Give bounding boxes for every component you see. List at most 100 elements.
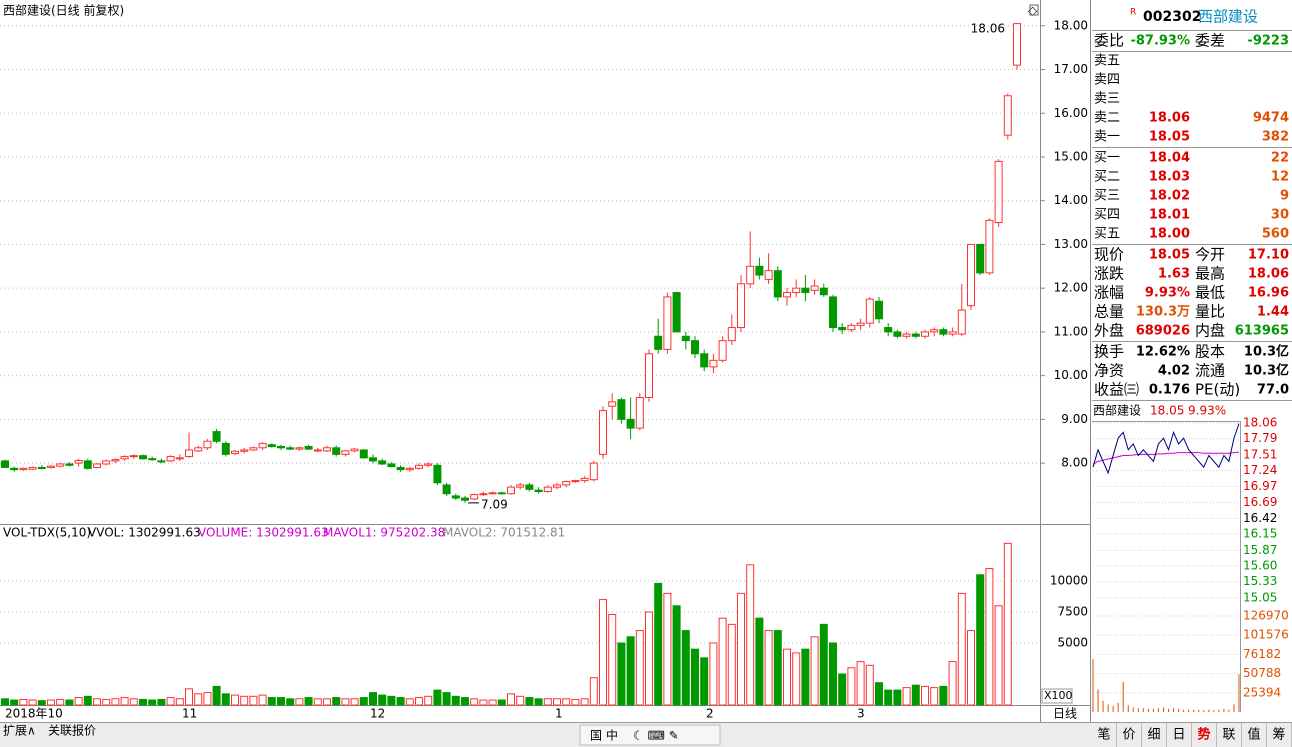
candle-body [111,459,120,462]
candle-body [930,329,939,333]
quote-label: PE(动) [1195,381,1240,399]
candle-body [580,477,589,482]
tool-icon[interactable]: ☾ ⌨ ✎ [633,729,679,743]
quote-label: 现价 [1094,246,1124,264]
side-tab[interactable]: 笔 [1097,727,1110,743]
volume-bar [166,697,175,706]
candle-body [332,447,341,455]
flag: R [1130,8,1136,18]
side-tab[interactable]: 筹 [1272,727,1285,743]
y-tick-label: 17.79 [1243,431,1277,445]
candle-body [1,460,9,468]
quote-label: 卖一 [1094,130,1120,145]
volume-bar [635,630,644,706]
side-tab[interactable]: 细 [1147,728,1160,743]
candle-body [231,450,239,454]
quote-label: 12 [1271,170,1289,185]
y-tick-label: 11.00 [1054,324,1088,338]
volume-bar [599,599,607,706]
candle-body [323,447,331,452]
volume-bar [654,582,663,706]
window-icons[interactable]: ◇ [1028,4,1038,18]
candle-body [10,467,19,471]
candle-body [194,447,203,452]
y-tick-label: 5000 [1057,635,1088,649]
candle-body [967,243,975,307]
candle-body [203,440,212,449]
candle-body [635,396,644,429]
candle-body [129,455,138,458]
candle-body [65,463,74,466]
quote-label: 净资 [1094,362,1124,380]
candle-body [948,331,957,335]
candle-body [553,484,561,488]
indicator-label: MAVOL1: 975202.38 [323,526,445,540]
volume-bar [157,698,166,706]
candle-body [442,484,451,495]
volume-bar [819,623,828,706]
tool-button[interactable]: 中 [606,728,618,743]
candle-body [865,298,874,324]
candle-body [617,399,626,420]
volume-bar [847,667,856,706]
y-tick-label: 76182 [1243,647,1281,661]
quote-value: 16.96 [1248,286,1289,301]
candle-body [74,459,83,464]
candle-body [755,265,764,276]
candle-body [847,324,856,331]
side-tab[interactable]: 价 [1122,728,1135,743]
quote-value: 18.04 [1149,151,1190,166]
side-tab[interactable]: 势 [1197,727,1210,743]
candle-body [295,447,304,450]
candle-body [212,431,221,442]
volume-bar [277,697,285,706]
quote-value: 18.03 [1149,170,1190,185]
candle-body [939,329,948,335]
volume-bar [323,698,331,706]
quote-label: 涨幅 [1094,284,1124,302]
candle-body [681,335,690,342]
quote-value: 130.3万 [1136,305,1190,320]
volume-bar [424,695,433,706]
period-label[interactable]: 日线 [1053,707,1077,721]
volume-bar [534,698,543,706]
tool-button[interactable]: 国 [590,729,602,743]
side-tab[interactable]: 联 [1222,728,1235,743]
window-icon[interactable] [1029,4,1039,16]
volume-bar [56,698,65,706]
candle-body [718,340,727,361]
bottom-tab[interactable]: 扩展∧ [3,724,36,738]
month-label: 11 [182,707,197,721]
y-tick-label: 126970 [1243,609,1289,623]
candle-body [28,466,37,470]
volume-bar [911,684,920,706]
volume-bar [709,642,718,706]
candle-body [626,418,635,429]
candle-body [37,466,46,469]
volume-bar [672,605,681,706]
volume-bar [221,693,230,706]
volume-bar [433,689,442,706]
volume-bar [139,698,147,706]
volume-bar [313,698,322,706]
side-tab[interactable]: 日 [1172,728,1185,743]
candle-body [911,333,920,337]
bottom-tab[interactable]: 关联报价 [48,723,96,738]
candle-body [175,457,184,460]
volume-bar [746,564,755,706]
candle-body [378,460,387,465]
side-tab[interactable]: 值 [1247,727,1260,743]
volume-bar [562,698,571,706]
y-tick-label: 18.06 [1243,416,1277,430]
volume-bar [976,574,985,706]
candle-body [433,464,442,484]
volume-bar [332,697,341,706]
volume-bar [286,698,295,706]
quote-label: 560 [1262,227,1289,242]
candle-body [396,466,405,471]
quote-value: 18.00 [1149,227,1190,242]
y-tick-label: 50788 [1243,666,1281,680]
indicator-label: VOLUME: 1302991.63 [198,526,329,540]
quote-value: 12.62% [1136,345,1190,360]
volume-bar [19,698,28,706]
